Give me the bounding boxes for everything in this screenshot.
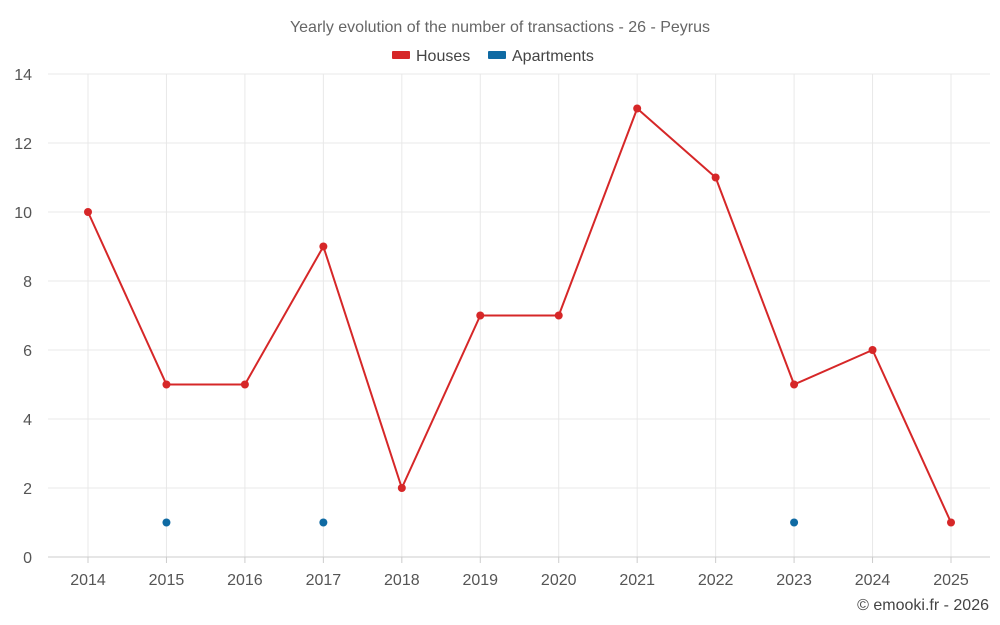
- x-tick-label: 2018: [384, 572, 420, 589]
- chart-title: Yearly evolution of the number of transa…: [290, 19, 710, 36]
- data-point-apartments[interactable]: [162, 518, 171, 527]
- x-tick-label: 2019: [462, 572, 498, 589]
- y-axis-ticks: 0 2 4 6 8 10 12 14: [14, 67, 32, 567]
- data-point-houses[interactable]: [319, 242, 328, 251]
- series-line-houses: [87, 107, 952, 523]
- data-point-houses[interactable]: [476, 311, 485, 320]
- x-axis-ticks: 2014 2015 2016 2017 2018 2019 2020 2021 2022 2023…: [70, 557, 969, 589]
- x-tick-label: 2020: [541, 572, 577, 589]
- data-point-houses[interactable]: [633, 104, 642, 113]
- y-tick-label: 4: [23, 412, 32, 429]
- data-point-houses[interactable]: [711, 173, 720, 182]
- data-point-houses[interactable]: [84, 208, 92, 216]
- x-tick-label: 2023: [776, 572, 812, 589]
- y-tick-label: 6: [23, 343, 32, 360]
- data-point-houses[interactable]: [240, 380, 249, 389]
- data-point-houses[interactable]: [162, 380, 171, 389]
- data-point-apartments[interactable]: [319, 518, 328, 527]
- legend-item-apartments[interactable]: Apartments: [488, 48, 594, 65]
- series-houses: [84, 104, 955, 527]
- legend-item-houses[interactable]: Houses: [392, 48, 470, 65]
- x-tick-label: 2017: [306, 572, 342, 589]
- series-apartments: [162, 518, 799, 527]
- data-point-houses[interactable]: [397, 484, 406, 492]
- data-point-apartments[interactable]: [790, 518, 799, 527]
- data-point-houses[interactable]: [554, 311, 563, 320]
- y-tick-label: 10: [14, 205, 32, 222]
- x-tick-label: 2022: [698, 572, 734, 589]
- legend-label-houses: Houses: [416, 48, 470, 65]
- y-tick-label: 12: [14, 136, 32, 153]
- y-tick-label: 0: [23, 550, 32, 567]
- credit-text: © emooki.fr - 2026: [857, 597, 989, 614]
- legend-swatch-apartments: [488, 51, 506, 59]
- x-tick-label: 2014: [70, 572, 106, 589]
- x-tick-label: 2021: [619, 572, 655, 589]
- data-point-houses[interactable]: [790, 380, 799, 389]
- y-tick-label: 14: [14, 67, 32, 84]
- legend-label-apartments: Apartments: [512, 48, 594, 65]
- legend: Houses Apartments: [392, 48, 594, 65]
- legend-swatch-houses: [392, 51, 410, 59]
- x-tick-label: 2015: [149, 572, 185, 589]
- data-point-houses[interactable]: [868, 346, 877, 354]
- x-tick-label: 2024: [855, 572, 891, 589]
- y-tick-label: 8: [23, 274, 32, 291]
- data-point-houses[interactable]: [947, 518, 955, 527]
- x-tick-label: 2016: [227, 572, 263, 589]
- y-tick-label: 2: [23, 481, 32, 498]
- x-tick-label: 2025: [933, 572, 969, 589]
- series: [84, 104, 955, 527]
